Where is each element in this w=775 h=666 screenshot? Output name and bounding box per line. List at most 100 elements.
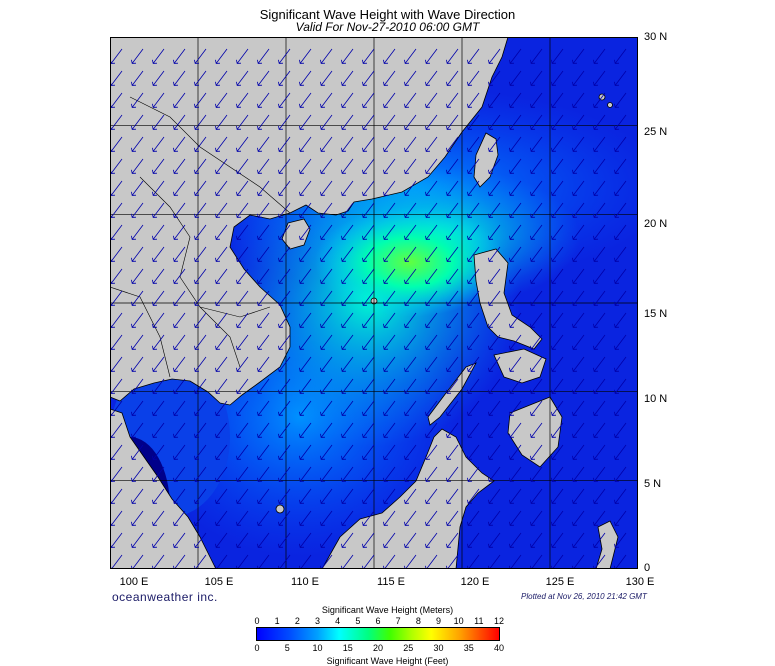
wave-arrow bbox=[215, 290, 228, 306]
wave-arrow bbox=[509, 444, 522, 460]
meters-tick: 6 bbox=[375, 616, 381, 626]
wave-arrow bbox=[278, 466, 291, 482]
wave-arrow bbox=[215, 400, 228, 416]
wave-arrow bbox=[236, 532, 249, 548]
wave-arrow bbox=[383, 202, 396, 218]
wave-arrow bbox=[131, 136, 144, 152]
wave-arrow bbox=[341, 378, 354, 394]
wave-arrow bbox=[593, 312, 606, 328]
wave-arrow bbox=[509, 246, 522, 262]
wave-arrow bbox=[383, 158, 396, 174]
meters-tick: 10 bbox=[453, 616, 464, 626]
wave-arrow bbox=[425, 356, 438, 372]
wave-arrow bbox=[131, 510, 144, 526]
lon-label-100e: 100 E bbox=[119, 576, 149, 588]
wave-arrow bbox=[425, 224, 438, 240]
wave-arrow bbox=[593, 114, 606, 130]
wave-arrow bbox=[236, 356, 249, 372]
wave-arrow bbox=[572, 466, 585, 482]
wave-arrow bbox=[215, 378, 228, 394]
wave-arrow bbox=[614, 312, 627, 328]
wave-arrow bbox=[152, 444, 165, 460]
wave-arrow bbox=[173, 532, 186, 548]
wave-arrow bbox=[173, 400, 186, 416]
wave-arrow bbox=[215, 202, 228, 218]
wave-arrow bbox=[614, 400, 627, 416]
wave-arrow bbox=[467, 224, 480, 240]
wave-arrow bbox=[173, 136, 186, 152]
wave-arrow bbox=[215, 510, 228, 526]
wave-arrow bbox=[572, 334, 585, 350]
wave-arrow bbox=[425, 334, 438, 350]
wave-arrow bbox=[215, 356, 228, 372]
wave-arrow bbox=[572, 246, 585, 262]
wave-arrow bbox=[425, 488, 438, 504]
wave-arrow bbox=[551, 70, 564, 86]
feet-tick: 40 bbox=[493, 643, 505, 653]
wave-arrow bbox=[404, 246, 417, 262]
wave-arrow bbox=[131, 202, 144, 218]
wave-arrow bbox=[215, 268, 228, 284]
wave-arrow bbox=[299, 224, 312, 240]
wave-arrow bbox=[278, 136, 291, 152]
wave-arrow bbox=[131, 466, 144, 482]
wave-arrow bbox=[236, 48, 249, 64]
wave-arrow bbox=[530, 356, 543, 372]
wave-arrow bbox=[551, 114, 564, 130]
lon-label-125e: 125 E bbox=[545, 576, 575, 588]
wave-arrow bbox=[446, 268, 459, 284]
wave-arrow bbox=[488, 246, 501, 262]
wave-arrow bbox=[572, 356, 585, 372]
wave-arrow bbox=[614, 466, 627, 482]
wave-arrow bbox=[572, 378, 585, 394]
feet-tick: 35 bbox=[463, 643, 474, 653]
wave-arrow bbox=[173, 356, 186, 372]
wave-arrow bbox=[488, 422, 501, 438]
wave-arrow bbox=[236, 92, 249, 108]
wave-arrow bbox=[446, 158, 459, 174]
scale-title-feet: Significant Wave Height (Feet) bbox=[326, 656, 449, 666]
wave-arrow bbox=[530, 532, 543, 548]
wave-arrow bbox=[131, 334, 144, 350]
wave-arrow bbox=[530, 246, 543, 262]
wave-arrow bbox=[383, 224, 396, 240]
wave-arrow bbox=[194, 158, 207, 174]
wave-arrow bbox=[530, 378, 543, 394]
wave-arrow bbox=[236, 136, 249, 152]
wave-arrow bbox=[152, 114, 165, 130]
wave-arrow bbox=[194, 92, 207, 108]
wave-arrow bbox=[152, 48, 165, 64]
wave-arrow bbox=[194, 378, 207, 394]
wave-arrow bbox=[278, 48, 291, 64]
wave-arrow bbox=[362, 312, 375, 328]
wave-arrow bbox=[362, 378, 375, 394]
lat-label-25n: 25 N bbox=[644, 126, 668, 138]
wave-arrow bbox=[383, 290, 396, 306]
wave-arrow bbox=[236, 422, 249, 438]
wave-arrow bbox=[236, 224, 249, 240]
wave-arrow bbox=[572, 422, 585, 438]
wave-arrow bbox=[530, 466, 543, 482]
wave-arrow bbox=[446, 334, 459, 350]
wave-arrow bbox=[509, 378, 522, 394]
wave-arrow bbox=[614, 488, 627, 504]
wave-arrow bbox=[425, 554, 438, 569]
wave-arrow bbox=[152, 70, 165, 86]
wave-arrow bbox=[257, 510, 270, 526]
wave-arrow bbox=[320, 422, 333, 438]
wave-arrow bbox=[551, 136, 564, 152]
wave-arrow bbox=[341, 554, 354, 569]
wave-arrow bbox=[383, 532, 396, 548]
wave-arrow bbox=[278, 312, 291, 328]
wave-arrow bbox=[320, 554, 333, 569]
wave-arrow bbox=[299, 488, 312, 504]
wave-arrow bbox=[530, 488, 543, 504]
wave-arrow bbox=[257, 246, 270, 262]
wave-arrow bbox=[467, 290, 480, 306]
wave-arrow bbox=[215, 70, 228, 86]
wave-arrow bbox=[383, 180, 396, 196]
wave-arrow bbox=[593, 334, 606, 350]
wave-arrow bbox=[488, 356, 501, 372]
wave-arrow bbox=[320, 444, 333, 460]
lat-label-0: 0 bbox=[644, 562, 651, 574]
